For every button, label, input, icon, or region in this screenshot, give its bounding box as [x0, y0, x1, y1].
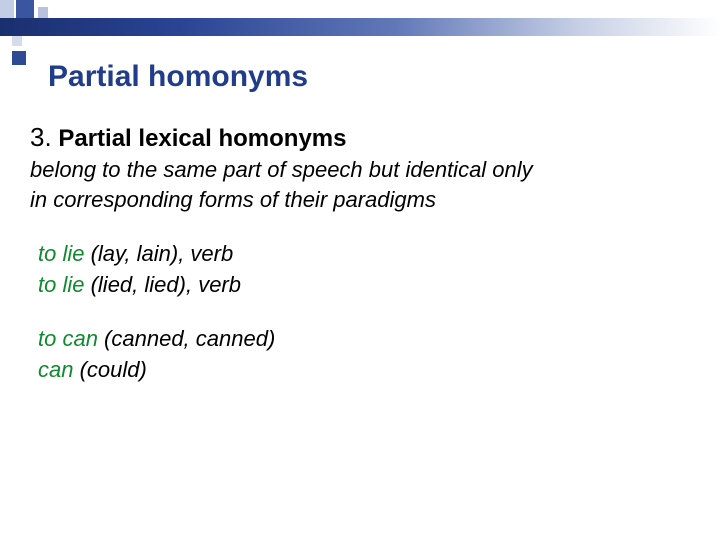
- examples-block: to lie (lay, lain), verb to lie (lied, l…: [38, 239, 690, 386]
- accent-square: [0, 0, 14, 18]
- example-line: to lie (lied, lied), verb: [38, 270, 690, 301]
- example-term: to lie: [38, 241, 84, 266]
- description-line: in corresponding forms of their paradigm…: [30, 185, 690, 215]
- accent-square: [16, 0, 34, 18]
- slide-title: Partial homonyms: [48, 60, 690, 94]
- example-rest: (lied, lied), verb: [84, 272, 241, 297]
- example-rest: (lay, lain), verb: [84, 241, 233, 266]
- example-line: to lie (lay, lain), verb: [38, 239, 690, 270]
- section-number: 3.: [30, 122, 52, 152]
- section-title: Partial lexical homonyms: [52, 125, 347, 152]
- example-rest: (canned, canned): [98, 326, 275, 351]
- left-decoration: [12, 36, 26, 65]
- accent-square: [12, 36, 22, 46]
- example-term: to can: [38, 326, 98, 351]
- accent-square: [38, 7, 48, 18]
- accent-square: [12, 51, 26, 65]
- example-line: can (could): [38, 355, 690, 386]
- slide-content: Partial homonyms 3. Partial lexical homo…: [48, 60, 690, 386]
- example-line: to can (canned, canned): [38, 324, 690, 355]
- example-rest: (could): [73, 357, 146, 382]
- spacer: [38, 300, 690, 324]
- example-term: to lie: [38, 272, 84, 297]
- example-term: can: [38, 357, 73, 382]
- gradient-bar: [0, 18, 720, 36]
- top-squares: [0, 0, 48, 18]
- description-line: belong to the same part of speech but id…: [30, 155, 690, 185]
- top-decoration: [0, 0, 720, 38]
- section-heading: 3. Partial lexical homonyms: [30, 120, 690, 155]
